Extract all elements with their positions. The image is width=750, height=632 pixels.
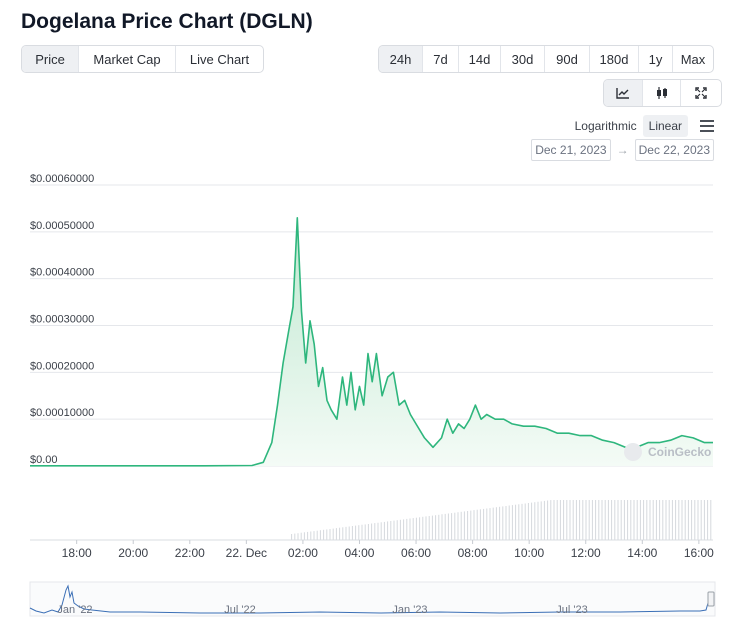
x-tick-label: 16:00 bbox=[684, 546, 714, 560]
fullscreen-button[interactable] bbox=[681, 80, 721, 106]
candlestick-icon bbox=[656, 87, 667, 99]
arrow-right-icon: → bbox=[616, 143, 629, 157]
y-tick-label: $0.00030000 bbox=[30, 314, 94, 326]
range-tabs: 24h 7d 14d 30d 90d 180d 1y Max bbox=[378, 45, 714, 73]
range-14d[interactable]: 14d bbox=[459, 46, 501, 72]
y-tick-label: $0.00040000 bbox=[30, 267, 94, 279]
x-tick-label: 08:00 bbox=[458, 546, 488, 560]
navigator-label: Jan '22 bbox=[57, 604, 92, 616]
y-tick-label: $0.00 bbox=[30, 454, 58, 466]
x-tick-label: 02:00 bbox=[288, 546, 318, 560]
range-1y[interactable]: 1y bbox=[639, 46, 673, 72]
date-to-input[interactable]: Dec 22, 2023 bbox=[634, 139, 714, 161]
tab-market-cap[interactable]: Market Cap bbox=[79, 46, 176, 72]
line-chart-button[interactable] bbox=[604, 80, 643, 106]
navigator-label: Jan '23 bbox=[392, 604, 427, 616]
x-tick-label: 12:00 bbox=[571, 546, 601, 560]
x-tick-label: 22:00 bbox=[175, 546, 205, 560]
tab-price[interactable]: Price bbox=[22, 46, 79, 72]
date-range: Dec 21, 2023 → Dec 22, 2023 bbox=[531, 139, 714, 161]
range-30d[interactable]: 30d bbox=[501, 46, 545, 72]
x-tick-label: 20:00 bbox=[118, 546, 148, 560]
range-max[interactable]: Max bbox=[680, 51, 706, 67]
scale-toggle: Logarithmic Linear bbox=[575, 115, 714, 137]
coingecko-logo-icon bbox=[624, 443, 642, 461]
navigator bbox=[29, 581, 716, 617]
y-tick-label: $0.00010000 bbox=[30, 407, 94, 419]
watermark: CoinGecko bbox=[648, 445, 711, 459]
price-line bbox=[30, 217, 713, 467]
x-tick-label: 06:00 bbox=[401, 546, 431, 560]
line-chart-icon bbox=[616, 88, 629, 99]
fullscreen-icon bbox=[695, 87, 707, 99]
range-90d[interactable]: 90d bbox=[545, 46, 590, 72]
price-area bbox=[30, 217, 713, 466]
navigator-label: Jul '22 bbox=[224, 604, 255, 616]
y-tick-label: $0.00050000 bbox=[30, 220, 94, 232]
navigator-handle[interactable] bbox=[707, 591, 715, 607]
range-7d[interactable]: 7d bbox=[423, 46, 459, 72]
tab-live-chart[interactable]: Live Chart bbox=[189, 51, 250, 67]
navigator-label: Jul '23 bbox=[556, 604, 587, 616]
chart-view-toggle bbox=[603, 79, 722, 107]
x-tick-label: 18:00 bbox=[62, 546, 92, 560]
page-title: Dogelana Price Chart (DGLN) bbox=[21, 10, 313, 33]
candlestick-button[interactable] bbox=[643, 80, 681, 106]
y-tick-label: $0.00020000 bbox=[30, 360, 94, 372]
range-180d[interactable]: 180d bbox=[590, 46, 639, 72]
menu-icon[interactable] bbox=[700, 120, 714, 132]
y-tick-label: $0.00060000 bbox=[30, 173, 94, 185]
linear-option[interactable]: Linear bbox=[642, 115, 688, 137]
x-tick-label: 22. Dec bbox=[226, 546, 267, 560]
x-tick-label: 14:00 bbox=[627, 546, 657, 560]
metric-tabs: Price Market Cap Live Chart bbox=[21, 45, 264, 73]
range-24h[interactable]: 24h bbox=[379, 46, 423, 72]
navigator-line bbox=[29, 584, 714, 614]
logarithmic-option[interactable]: Logarithmic bbox=[574, 119, 637, 133]
x-tick-label: 10:00 bbox=[514, 546, 544, 560]
date-from-input[interactable]: Dec 21, 2023 bbox=[531, 139, 611, 161]
x-tick-label: 04:00 bbox=[344, 546, 374, 560]
